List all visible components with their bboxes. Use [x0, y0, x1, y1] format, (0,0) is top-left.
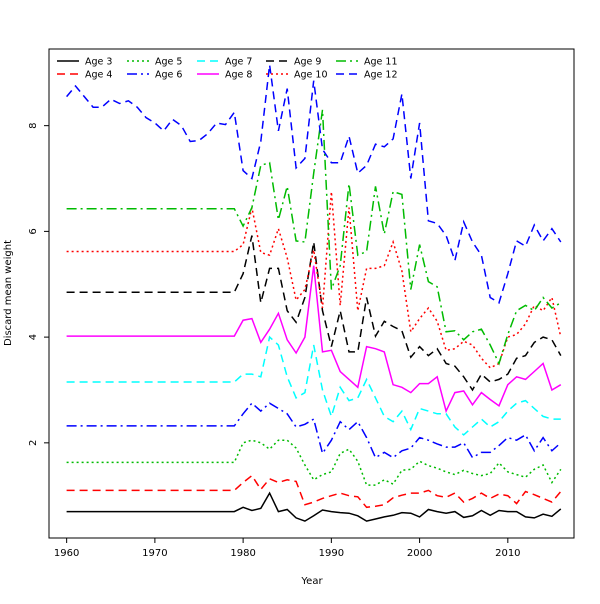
x-tick-label: 1980 — [230, 548, 255, 559]
series-line-age-7 — [66, 335, 561, 436]
series-line-age-11 — [66, 109, 562, 366]
legend-label: Age 11 — [364, 57, 397, 68]
legend-label: Age 5 — [155, 57, 182, 68]
series-line-age-8 — [66, 265, 562, 414]
series-line-age-6 — [66, 402, 562, 459]
series-line-age-9 — [66, 235, 562, 392]
legend: Age 3 Age 4 Age 5 Age 6 Age 7 Age 8 Age 9 Age 1… — [57, 57, 397, 81]
x-tick-label: 1960 — [54, 548, 79, 559]
series-line-age-12 — [66, 64, 562, 304]
legend-label: Age 3 — [85, 57, 112, 68]
legend-label: Age 6 — [155, 70, 182, 81]
series-line-age-4 — [66, 474, 562, 509]
y-tick-label: 2 — [28, 440, 39, 446]
x-axis-ticks: 1960 1970 1980 1990 2000 2010 — [54, 538, 521, 559]
legend-label: Age 4 — [85, 70, 112, 81]
y-tick-label: 8 — [28, 122, 39, 128]
x-tick-label: 1970 — [142, 548, 167, 559]
x-tick-label: 2000 — [407, 548, 432, 559]
legend-label: Age 12 — [364, 70, 397, 81]
x-tick-label: 1990 — [319, 548, 344, 559]
series-line-age-10 — [66, 191, 562, 369]
legend-label: Age 9 — [294, 57, 321, 68]
y-axis-ticks: 2 4 6 8 — [28, 122, 49, 446]
x-axis-label: Year — [300, 576, 323, 587]
legend-label: Age 8 — [225, 70, 252, 81]
legend-label: Age 10 — [294, 70, 327, 81]
y-tick-label: 6 — [28, 228, 39, 234]
x-tick-label: 2010 — [495, 548, 520, 559]
plot-frame — [48, 48, 575, 539]
y-axis-label: Discard mean weight — [3, 240, 14, 346]
y-tick-label: 4 — [28, 334, 39, 340]
series-line-age-3 — [66, 491, 562, 522]
series-line-age-5 — [66, 439, 562, 486]
series-layer — [66, 64, 562, 522]
legend-label: Age 7 — [225, 57, 252, 68]
